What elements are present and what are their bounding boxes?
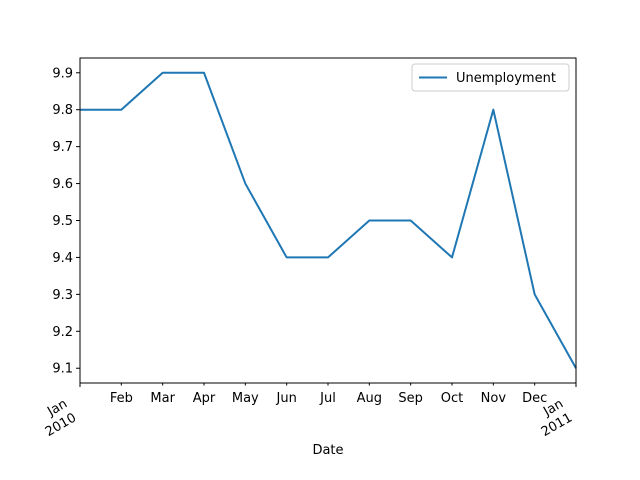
- x-tick-label: May: [232, 391, 259, 406]
- legend-label: Unemployment: [456, 71, 556, 86]
- y-tick-label: 9.9: [52, 66, 73, 81]
- x-tick-label: Feb: [110, 391, 133, 406]
- y-tick-label: 9.1: [52, 362, 73, 377]
- y-tick-label: 9.7: [52, 140, 73, 155]
- y-tick-label: 9.5: [52, 214, 73, 229]
- x-tick-label: Dec: [522, 391, 547, 406]
- x-tick-label: Mar: [150, 391, 175, 406]
- y-tick-label: 9.3: [52, 288, 73, 303]
- y-tick-label: 9.2: [52, 325, 73, 340]
- x-tick-label: Oct: [441, 391, 463, 406]
- y-tick-label: 9.6: [52, 177, 73, 192]
- x-tick-label: Aug: [357, 391, 382, 406]
- y-tick-label: 9.4: [52, 251, 73, 266]
- y-tick-label: 9.8: [52, 103, 73, 118]
- x-tick-label: Sep: [398, 391, 423, 406]
- x-tick-label: Jul: [319, 391, 336, 406]
- x-tick-label: Jun: [276, 391, 297, 406]
- x-tick-label: Nov: [481, 391, 507, 406]
- legend: Unemployment: [411, 63, 570, 92]
- axes-frame: [79, 57, 577, 384]
- series-layer: [80, 71, 577, 369]
- y-axis: 9.1 9.2 9.3 9.4 9.5 9.6 9.7 9.8 9.9: [52, 66, 80, 377]
- legend-box: [411, 63, 570, 92]
- series-line-unemployment: [80, 71, 577, 369]
- x-axis-label: Date: [312, 443, 343, 458]
- x-tick-label: Apr: [193, 391, 216, 406]
